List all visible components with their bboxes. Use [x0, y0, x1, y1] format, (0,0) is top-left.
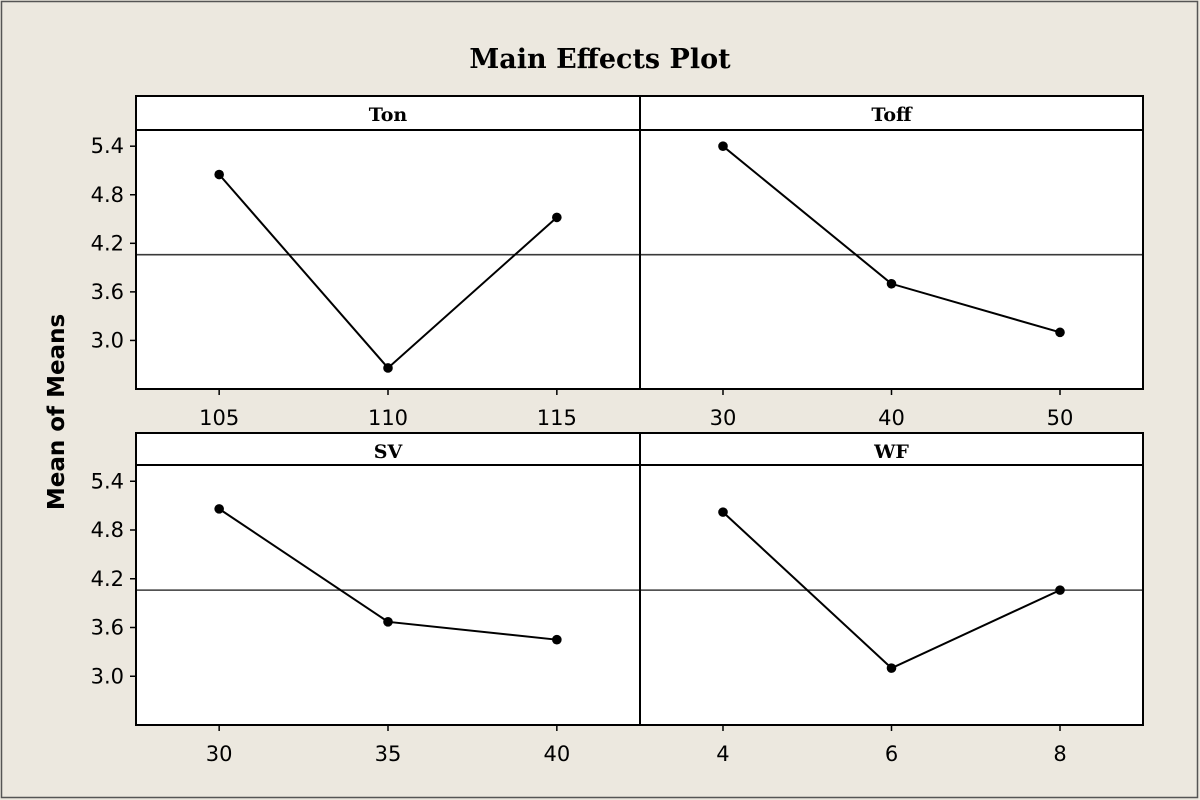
- y-tick-label: 3.0: [91, 328, 124, 352]
- chart-title: Main Effects Plot: [469, 44, 731, 75]
- x-tick-label: 30: [206, 742, 233, 766]
- y-tick-label: 5.4: [91, 134, 124, 158]
- data-point: [718, 141, 728, 151]
- y-tick-label: 3.0: [91, 664, 124, 688]
- x-tick-label: 4: [716, 742, 729, 766]
- data-point: [886, 278, 897, 289]
- x-tick-label: 115: [537, 406, 577, 430]
- data-point: [1055, 585, 1065, 595]
- panel-title: Ton: [369, 104, 408, 126]
- data-point: [383, 617, 393, 627]
- panel-background: [136, 433, 640, 725]
- data-point: [383, 363, 393, 373]
- panel-title: WF: [873, 441, 909, 463]
- y-tick-label: 3.6: [91, 616, 124, 640]
- y-tick-label: 4.2: [91, 231, 124, 255]
- data-point: [1055, 327, 1065, 338]
- x-tick-label: 40: [543, 742, 570, 766]
- y-tick-label: 4.2: [91, 567, 124, 591]
- data-point: [886, 663, 897, 673]
- panel-background: [640, 96, 1143, 389]
- y-tick-label: 4.8: [91, 518, 124, 542]
- data-point: [214, 169, 224, 180]
- x-tick-label: 6: [885, 742, 898, 766]
- y-tick-label: 5.4: [91, 469, 124, 493]
- y-tick-label: 4.8: [91, 183, 124, 207]
- x-tick-label: 110: [368, 406, 408, 430]
- data-point: [552, 212, 562, 223]
- data-point: [718, 507, 728, 517]
- panel-background: [640, 433, 1143, 725]
- x-tick-label: 30: [710, 406, 737, 430]
- panel-background: [136, 96, 640, 389]
- x-tick-label: 105: [199, 406, 239, 430]
- y-tick-label: 3.6: [91, 280, 124, 304]
- x-tick-label: 40: [878, 406, 905, 430]
- panel-title: SV: [374, 441, 404, 463]
- x-tick-label: 50: [1047, 406, 1074, 430]
- x-tick-label: 8: [1053, 742, 1066, 766]
- y-axis-label: Mean of Means: [44, 314, 70, 510]
- data-point: [214, 504, 224, 514]
- data-point: [552, 634, 562, 645]
- x-tick-label: 35: [375, 742, 402, 766]
- panel-title: Toff: [871, 104, 913, 126]
